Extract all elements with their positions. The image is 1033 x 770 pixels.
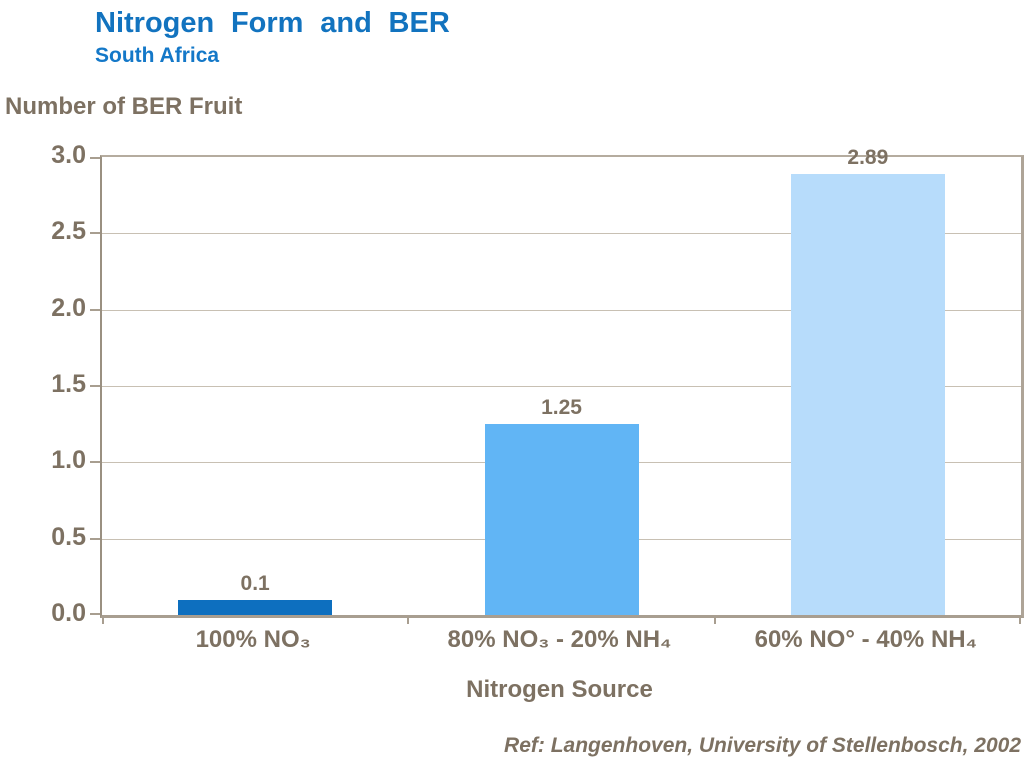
bar-3 xyxy=(790,173,945,615)
y-axis-tick-mark xyxy=(90,537,100,540)
bar-value-label: 0.1 xyxy=(240,571,270,595)
y-axis-tick-mark xyxy=(90,232,100,235)
chart-subtitle: South Africa xyxy=(95,44,220,67)
y-axis-tick-label: 2.5 xyxy=(51,217,86,246)
horizontal-gridline xyxy=(102,309,1021,311)
y-axis-tick-mark xyxy=(90,308,100,311)
horizontal-gridline xyxy=(102,233,1021,235)
x-axis-tick-mark xyxy=(713,615,716,624)
x-axis-tick-mark xyxy=(102,615,104,624)
x-axis-category-label: 60% NO° - 40% NH₄ xyxy=(754,626,978,653)
horizontal-gridline xyxy=(102,386,1021,387)
reference-citation: Ref: Langenhoven, University of Stellenb… xyxy=(504,734,1021,757)
y-axis-tick-mark xyxy=(90,385,100,387)
x-axis-category-label: 100% NO₃ xyxy=(195,626,311,653)
x-axis-title: Nitrogen Source xyxy=(466,676,653,703)
y-axis-title: Number of BER Fruit xyxy=(5,93,243,120)
x-axis-tick-mark xyxy=(1019,615,1021,624)
chart-title: Nitrogen Form and BER xyxy=(95,7,450,39)
bar-1 xyxy=(178,599,333,615)
x-axis-category-label: 80% NO₃ - 20% NH₄ xyxy=(447,626,672,653)
bar-2 xyxy=(484,424,639,615)
y-axis-tick-label: 0.5 xyxy=(51,522,86,551)
y-axis-tick-label: 1.5 xyxy=(51,370,86,398)
y-axis-tick-label: 1.0 xyxy=(51,446,86,475)
y-axis-tick-label: 0.0 xyxy=(51,599,86,627)
y-axis-tick-mark xyxy=(90,157,100,159)
y-axis-tick-mark xyxy=(90,461,100,464)
y-axis-tick-label: 2.0 xyxy=(51,293,86,322)
y-axis-tick-label: 3.0 xyxy=(51,141,86,169)
y-axis-tick-mark xyxy=(90,613,100,615)
bar-value-label: 1.25 xyxy=(541,396,582,420)
bar-value-label: 2.89 xyxy=(847,145,889,169)
x-axis-tick-mark xyxy=(407,615,410,624)
plot-area: 0.1 1.25 2.89 xyxy=(90,146,1024,624)
